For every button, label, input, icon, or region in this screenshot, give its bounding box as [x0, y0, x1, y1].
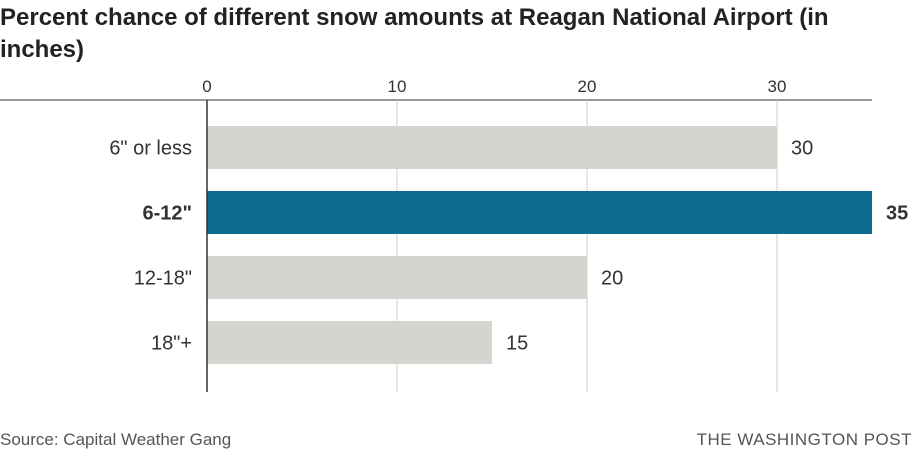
x-tick-label: 0: [202, 77, 211, 96]
value-label: 30: [791, 138, 813, 160]
value-label: 15: [506, 333, 528, 355]
x-tick-label: 20: [578, 77, 597, 96]
publisher-credit: THE WASHINGTON POST: [696, 430, 912, 449]
category-label: 6-12": [142, 203, 192, 225]
category-label: 6" or less: [109, 138, 192, 160]
category-label: 18"+: [151, 333, 192, 355]
bar: [207, 321, 492, 364]
value-label: 35: [886, 203, 908, 225]
bar-chart: 0 10 20 30 6" or less 30 6-12" 35 12-18" 20 18"+ 1…: [0, 77, 908, 392]
bar: [207, 191, 872, 234]
bar: [207, 126, 777, 169]
bars: [207, 126, 872, 364]
value-label: 20: [601, 268, 623, 290]
x-tick-label: 10: [388, 77, 407, 96]
x-axis-ticks: 0 10 20 30: [202, 77, 786, 96]
labels: 6" or less 30 6-12" 35 12-18" 20 18"+ 15: [109, 100, 908, 392]
source-note: Source: Capital Weather Gang: [0, 430, 232, 449]
chart-title: Percent chance of different snow amounts…: [0, 4, 829, 63]
category-label: 12-18": [134, 268, 192, 290]
bar: [207, 256, 587, 299]
x-tick-label: 30: [768, 77, 787, 96]
